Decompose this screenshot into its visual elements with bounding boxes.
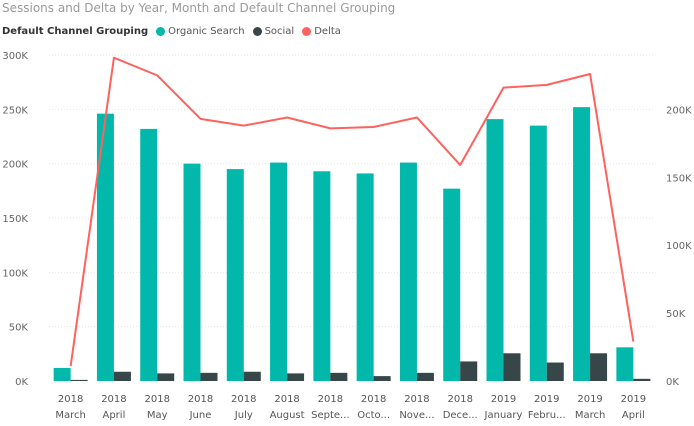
bar-social[interactable] (633, 378, 651, 381)
legend-item-organic-search[interactable]: Organic Search (156, 26, 245, 37)
bar-organic-search[interactable] (226, 169, 244, 381)
x-tick-label-year: 2018 (58, 394, 83, 405)
bar-social[interactable] (243, 371, 261, 381)
bar-organic-search[interactable] (399, 162, 417, 381)
bar-organic-search[interactable] (140, 128, 158, 381)
y-right-tick-label: 150K (666, 173, 692, 184)
bar-social[interactable] (546, 362, 564, 381)
bar-organic-search[interactable] (529, 125, 547, 381)
bar-social[interactable] (287, 373, 305, 381)
x-tick-label-month: January (484, 410, 523, 421)
bar-organic-search[interactable] (183, 163, 201, 381)
bar-social[interactable] (503, 353, 521, 381)
legend-label-delta: Delta (314, 26, 341, 37)
y-left-tick-label: 300K (2, 51, 28, 62)
x-tick-label-year: 2018 (144, 394, 169, 405)
y-right-tick-label: 200K (666, 105, 692, 116)
legend-dot-social (252, 27, 262, 36)
y-right-tick-label: 0K (666, 377, 679, 388)
x-tick-label-month: Nove... (399, 410, 434, 421)
y-right-tick-label: 100K (666, 241, 692, 252)
bar-organic-search[interactable] (96, 113, 114, 382)
x-tick-label-month: March (55, 410, 85, 421)
bar-social[interactable] (330, 372, 348, 381)
x-tick-label-year: 2018 (318, 394, 343, 405)
bar-social[interactable] (373, 376, 391, 381)
bar-organic-search[interactable] (486, 119, 504, 381)
x-tick-label-year: 2019 (491, 394, 516, 405)
x-tick-label-month: March (575, 410, 605, 421)
bar-organic-search[interactable] (313, 171, 331, 381)
x-tick-label-month: July (234, 410, 253, 421)
legend-item-delta[interactable]: Delta (302, 26, 341, 37)
bar-social[interactable] (590, 353, 608, 381)
x-tick-label-month: June (189, 410, 212, 421)
x-tick-label-month: Septe... (311, 410, 349, 421)
chart-title: Sessions and Delta by Year, Month and De… (2, 1, 396, 15)
x-tick-label-year: 2018 (231, 394, 256, 405)
x-tick-label-year: 2018 (404, 394, 429, 405)
legend-label-social: Social (264, 26, 295, 37)
legend-dot-organic-search (156, 27, 166, 36)
x-tick-label-year: 2018 (188, 394, 213, 405)
bar-organic-search[interactable] (270, 162, 288, 381)
x-tick-label-year: 2019 (621, 394, 646, 405)
y-right-tick-label: 50K (666, 309, 686, 320)
x-tick-label-month: May (147, 410, 168, 421)
legend-label-organic-search: Organic Search (168, 26, 245, 37)
x-tick-label-month: April (102, 410, 125, 421)
legend-dot-delta (302, 27, 312, 36)
line-delta[interactable] (69, 56, 635, 367)
x-tick-label-month: August (270, 410, 305, 421)
x-tick-label-year: 2018 (274, 394, 299, 405)
x-tick-label-month: Octo... (357, 410, 390, 421)
bar-social[interactable] (157, 373, 175, 381)
bar-organic-search[interactable] (616, 347, 634, 381)
x-tick-label-month: Febru... (528, 410, 566, 421)
x-tick-label-year: 2018 (361, 394, 386, 405)
bar-social[interactable] (460, 361, 478, 381)
x-tick-label-month: April (622, 410, 645, 421)
bar-social[interactable] (200, 372, 218, 381)
bar-social[interactable] (416, 372, 434, 381)
bar-social[interactable] (70, 379, 88, 381)
y-left-tick-label: 150K (2, 214, 28, 225)
bar-organic-search[interactable] (53, 367, 71, 381)
legend-title: Default Channel Grouping (2, 26, 149, 37)
bar-organic-search[interactable] (356, 173, 374, 381)
x-tick-label-year: 2018 (101, 394, 126, 405)
y-left-tick-label: 50K (9, 323, 29, 334)
y-left-tick-label: 0K (15, 377, 28, 388)
y-left-tick-label: 100K (2, 268, 28, 279)
bar-organic-search[interactable] (573, 107, 591, 381)
y-left-tick-label: 200K (2, 160, 28, 171)
x-tick-label-month: Dece... (443, 410, 478, 421)
y-left-tick-label: 250K (2, 105, 28, 116)
x-tick-label-year: 2018 (447, 394, 472, 405)
bar-social[interactable] (113, 371, 131, 381)
bar-organic-search[interactable] (443, 188, 461, 381)
legend-item-social[interactable]: Social (252, 26, 295, 37)
x-tick-label-year: 2019 (534, 394, 559, 405)
legend: Default Channel Grouping Organic Search … (2, 26, 349, 37)
x-tick-label-year: 2019 (577, 394, 602, 405)
